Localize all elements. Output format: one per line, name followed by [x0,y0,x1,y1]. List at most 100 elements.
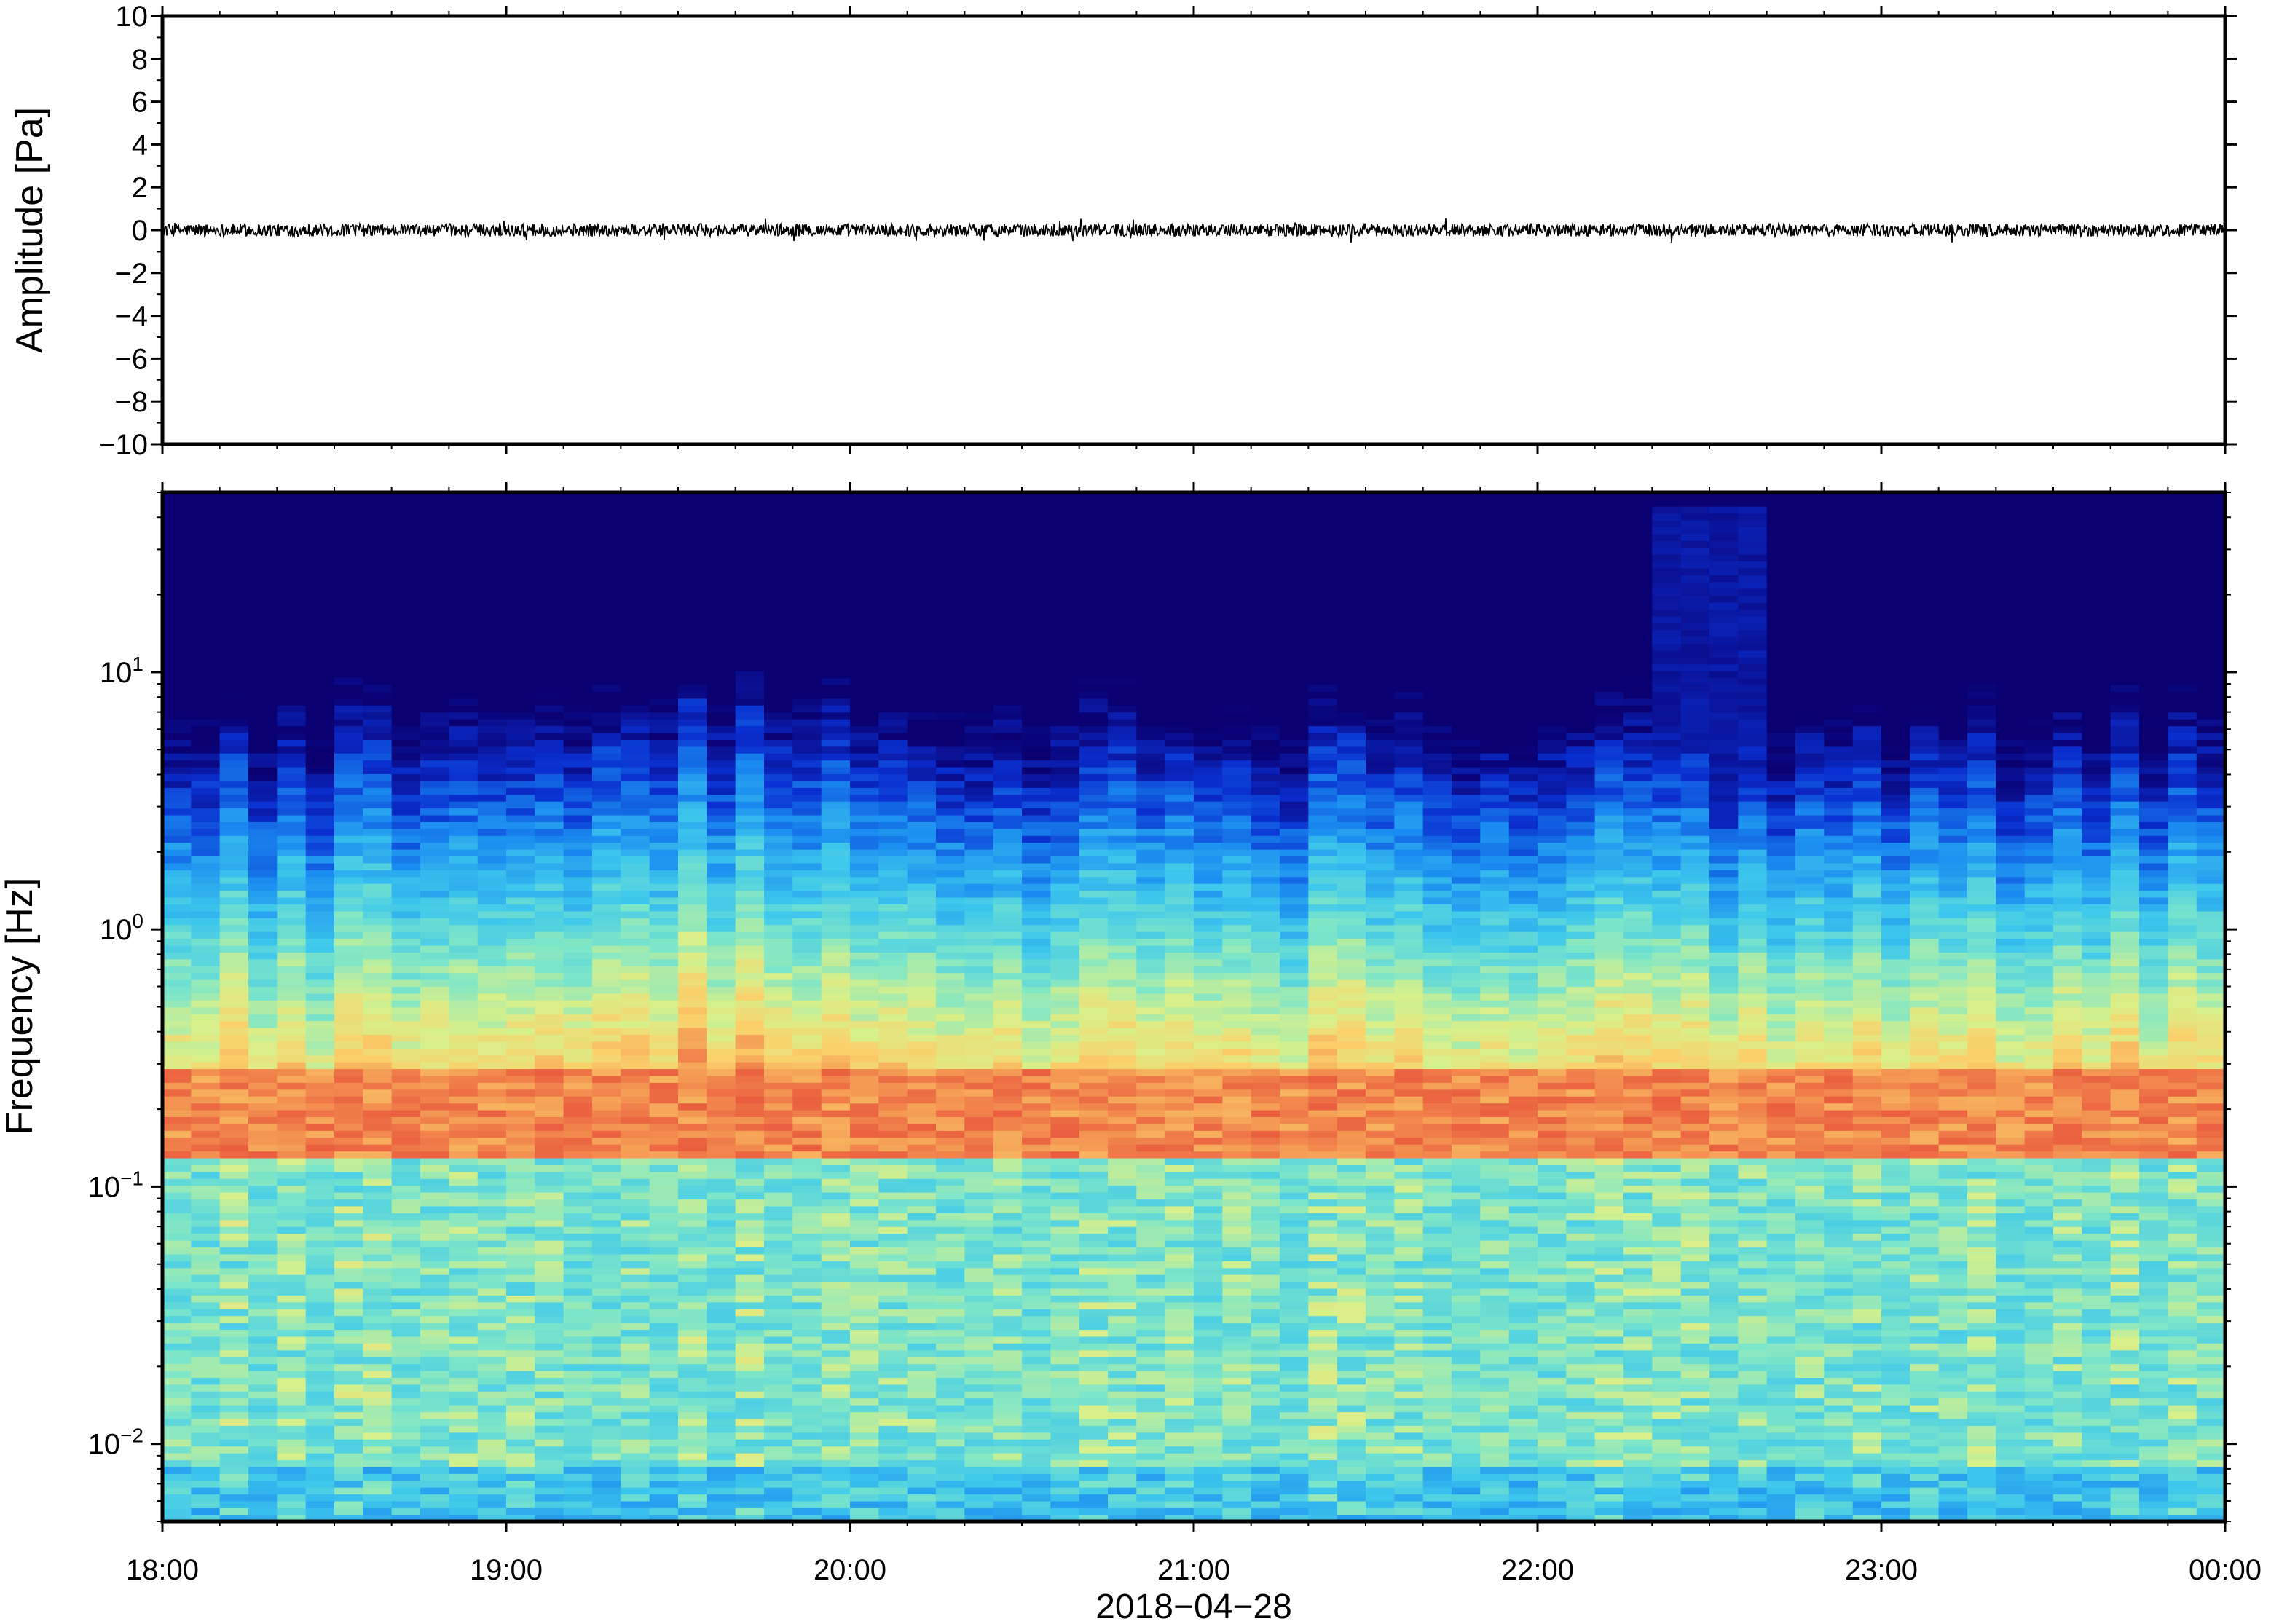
spectrogram-cell [707,1446,736,1454]
spectrogram-cell [592,712,622,720]
spectrogram-cell [735,1089,765,1097]
spectrogram-cell [277,1247,307,1255]
spectrogram-cell [305,1486,335,1495]
spectrogram-cell [649,540,679,548]
spectrogram-cell [592,1164,622,1172]
spectrogram-cell [821,1239,851,1247]
spectrogram-cell [305,527,335,535]
spectrogram-cell [621,1391,650,1399]
spectrogram-cell [191,1404,221,1413]
spectrogram-cell [878,842,908,850]
spectrogram-cell [707,931,736,939]
spectrogram-cell [162,1006,192,1014]
spectrogram-cell [1050,1103,1080,1111]
spectrogram-cell [621,856,650,864]
spectrogram-cell [821,1185,851,1193]
spectrogram-cell [162,691,192,699]
spectrogram-cell [506,513,536,521]
spectrogram-cell [792,945,822,953]
spectrogram-cell [449,705,479,713]
spectrogram-cell [535,1041,564,1049]
spectrogram-cell [1050,883,1080,891]
spectrogram-cell [649,1301,679,1309]
spectrogram-cell [1022,1494,1052,1502]
spectrogram-cell [162,965,192,974]
spectrogram-cell [277,540,307,548]
spectrogram-cell [735,821,765,829]
spectrogram-cell [592,931,622,939]
spectrogram-cell [248,870,278,878]
spectrogram-cell [621,924,650,932]
spectrogram-cell [1050,1432,1080,1440]
spectrogram-cell [878,615,908,623]
spectrogram-cell [936,1109,966,1118]
spectrogram-cell [907,794,937,802]
spectrogram-cell [678,986,708,994]
spectrogram-cell [907,1199,937,1207]
spectrogram-cell [649,1343,679,1351]
spectrogram-cell [964,684,994,692]
spectrogram-cell [936,794,966,802]
spectrogram-cell [878,1013,908,1022]
spectrogram-cell [735,725,765,733]
spectrogram-cell [993,519,1023,527]
spectrogram-cell [162,725,192,733]
spectrogram-cell [707,787,736,795]
spectrogram-cell [678,1315,708,1323]
spectrogram-cell [764,650,794,658]
spectrogram-cell [1022,684,1052,692]
spectrogram-cell [1050,581,1080,589]
spectrogram-cell [305,505,335,514]
spectrogram-cell [678,1356,708,1365]
spectrogram-cell [162,1500,192,1508]
spectrogram-cell [391,1514,421,1521]
spectrogram-cell [735,1349,765,1357]
spectrogram-cell [592,540,622,548]
spectrogram-cell [248,1363,278,1371]
spectrogram-cell [821,567,851,575]
spectrogram-cell [506,1082,536,1090]
spectrogram-cell [305,663,335,671]
spectrogram-cell [535,1171,564,1179]
spectrogram-cell [305,972,335,980]
spectrogram-cell [735,533,765,541]
spectrogram-cell [993,1055,1023,1063]
spectrogram-cell [162,1494,192,1502]
spectrogram-cell [1050,1055,1080,1063]
spectrogram-cell [707,705,736,713]
spectrogram-cell [878,835,908,843]
spectrogram-cell [850,547,880,555]
spectrogram-cell [678,1514,708,1521]
spectrogram-cell [1079,705,1109,713]
spectrogram-cell [334,794,364,802]
spectrogram-cell [162,732,192,740]
spectrogram-cell [191,910,221,918]
spectrogram-cell [477,1171,507,1179]
spectrogram-cell [993,615,1023,623]
spectrogram-cell [621,842,650,850]
spectrogram-cell [821,677,851,685]
spectrogram-cell [420,1281,450,1289]
spectrogram-cell [850,1151,880,1159]
spectrogram-cell [1022,1226,1052,1234]
spectrogram-cell [563,663,593,671]
spectrogram-cell [191,650,221,658]
spectrogram-cell [707,1123,736,1131]
spectrogram-cell [563,1055,593,1063]
spectrogram-cell [964,1000,994,1008]
spectrogram-cell [477,766,507,775]
spectrogram-cell [391,1226,421,1234]
spectrogram-cell [363,890,393,898]
spectrogram-cell [535,739,564,747]
spectrogram-cell [477,1109,507,1118]
spectrogram-cell [535,1089,564,1097]
spectrogram-cell [191,1041,221,1049]
spectrogram-cell [477,629,507,637]
spectrogram-cell [248,1473,278,1481]
spectrogram-cell [248,677,278,685]
spectrogram-cell [219,1082,249,1090]
spectrogram-cell [592,1109,622,1118]
spectrogram-cell [506,752,536,761]
spectrogram-cell [792,848,822,857]
